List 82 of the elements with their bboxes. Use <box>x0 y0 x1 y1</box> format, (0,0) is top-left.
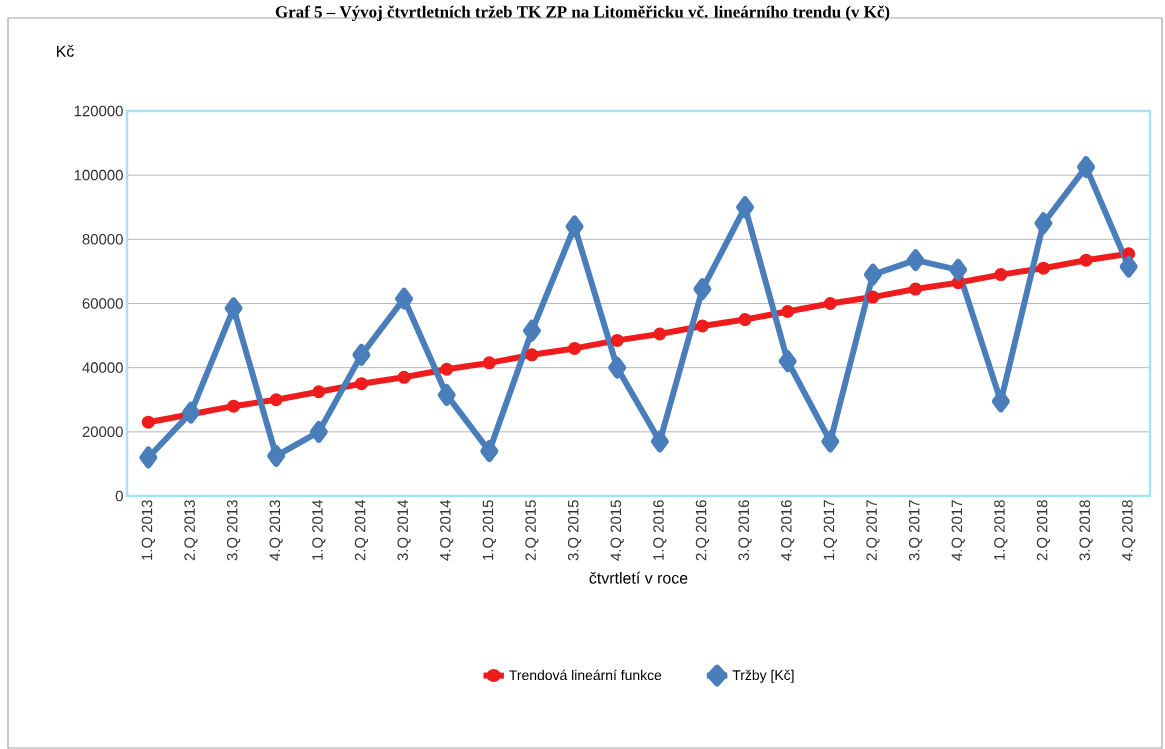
point <box>224 297 243 320</box>
point <box>994 268 1008 282</box>
point <box>610 333 624 347</box>
x-tick-label: 3.Q 2016 <box>738 500 752 561</box>
point <box>181 401 200 424</box>
point <box>1077 156 1096 179</box>
y-tick-label: 80000 <box>82 234 123 245</box>
point <box>738 313 752 327</box>
point <box>440 362 454 376</box>
point <box>693 278 712 301</box>
point <box>1122 247 1136 261</box>
point <box>906 249 925 272</box>
x-tick-label: 4.Q 2013 <box>269 500 283 561</box>
point <box>736 196 755 219</box>
x-tick-label: 3.Q 2017 <box>908 500 923 561</box>
x-tick-label: 4.Q 2017 <box>951 500 965 561</box>
point <box>269 393 283 407</box>
x-tick-label: 1.Q 2017 <box>823 500 837 560</box>
point <box>653 327 667 341</box>
point <box>227 399 241 413</box>
point <box>778 350 797 373</box>
x-axis-title: čtvrtletí v roce <box>589 571 688 584</box>
y-tick-label: 100000 <box>74 169 123 181</box>
point <box>695 319 709 333</box>
legend-label: Trendová lineární funkce <box>509 669 662 681</box>
point <box>866 290 880 304</box>
x-tick-label: 3.Q 2015 <box>567 500 582 561</box>
x-tick-label: 1.Q 2018 <box>994 500 1008 560</box>
point <box>395 287 414 310</box>
x-tick-label: 3.Q 2014 <box>397 499 411 561</box>
y-tick-label: 20000 <box>82 426 123 438</box>
point <box>525 348 539 362</box>
x-tick-label: 4.Q 2015 <box>610 500 624 561</box>
point <box>354 377 368 391</box>
x-tick-label: 4.Q 2014 <box>440 499 454 561</box>
point <box>437 383 456 406</box>
x-tick-label: 1.Q 2015 <box>482 500 496 560</box>
point <box>565 215 584 238</box>
point <box>863 263 882 286</box>
point <box>951 276 965 290</box>
point <box>781 305 795 319</box>
point <box>141 415 155 429</box>
x-tick-label: 2.Q 2018 <box>1036 500 1051 561</box>
point <box>522 319 541 342</box>
y-axis-title: Kč <box>57 45 74 57</box>
x-tick-label: 4.Q 2018 <box>1122 500 1136 561</box>
point <box>568 341 582 355</box>
x-tick-label: 1.Q 2016 <box>653 500 667 560</box>
point <box>823 297 837 310</box>
point <box>1036 261 1050 275</box>
y-tick-label: 0 <box>115 490 123 502</box>
x-tick-label: 3.Q 2018 <box>1079 500 1093 561</box>
point <box>480 440 499 463</box>
x-tick-label: 1.Q 2014 <box>312 499 326 560</box>
point <box>139 446 158 469</box>
x-tick-label: 4.Q 2016 <box>781 500 795 561</box>
point <box>312 385 326 399</box>
point <box>650 430 669 453</box>
point <box>1034 212 1053 235</box>
x-tick-label: 2.Q 2015 <box>525 500 539 561</box>
point <box>949 258 968 281</box>
legend-label: Tržby [Kč] <box>732 669 794 683</box>
chart-title: Graf 5 – Vývoj čtvrtletních tržeb TK ZP na Litoměřicku vč. lineárního trendu (v Kč) <box>275 5 890 22</box>
point <box>1119 255 1138 278</box>
x-tick-label: 2.Q 2016 <box>695 500 710 561</box>
point <box>267 444 286 467</box>
point <box>309 420 328 443</box>
x-tick-label: 3.Q 2013 <box>226 500 241 561</box>
x-tick-label: 2.Q 2014 <box>354 499 369 561</box>
point <box>821 430 840 453</box>
y-tick-label: 60000 <box>82 298 123 309</box>
point <box>608 356 627 379</box>
y-tick-label: 120000 <box>74 105 123 117</box>
point <box>397 370 411 384</box>
y-tick-label: 40000 <box>82 362 123 373</box>
point <box>909 282 923 296</box>
point <box>482 356 496 370</box>
point <box>1079 253 1093 267</box>
x-tick-label: 2.Q 2013 <box>184 500 198 561</box>
x-tick-label: 2.Q 2017 <box>866 500 880 561</box>
x-tick-label: 1.Q 2013 <box>141 500 155 560</box>
point <box>352 343 371 366</box>
